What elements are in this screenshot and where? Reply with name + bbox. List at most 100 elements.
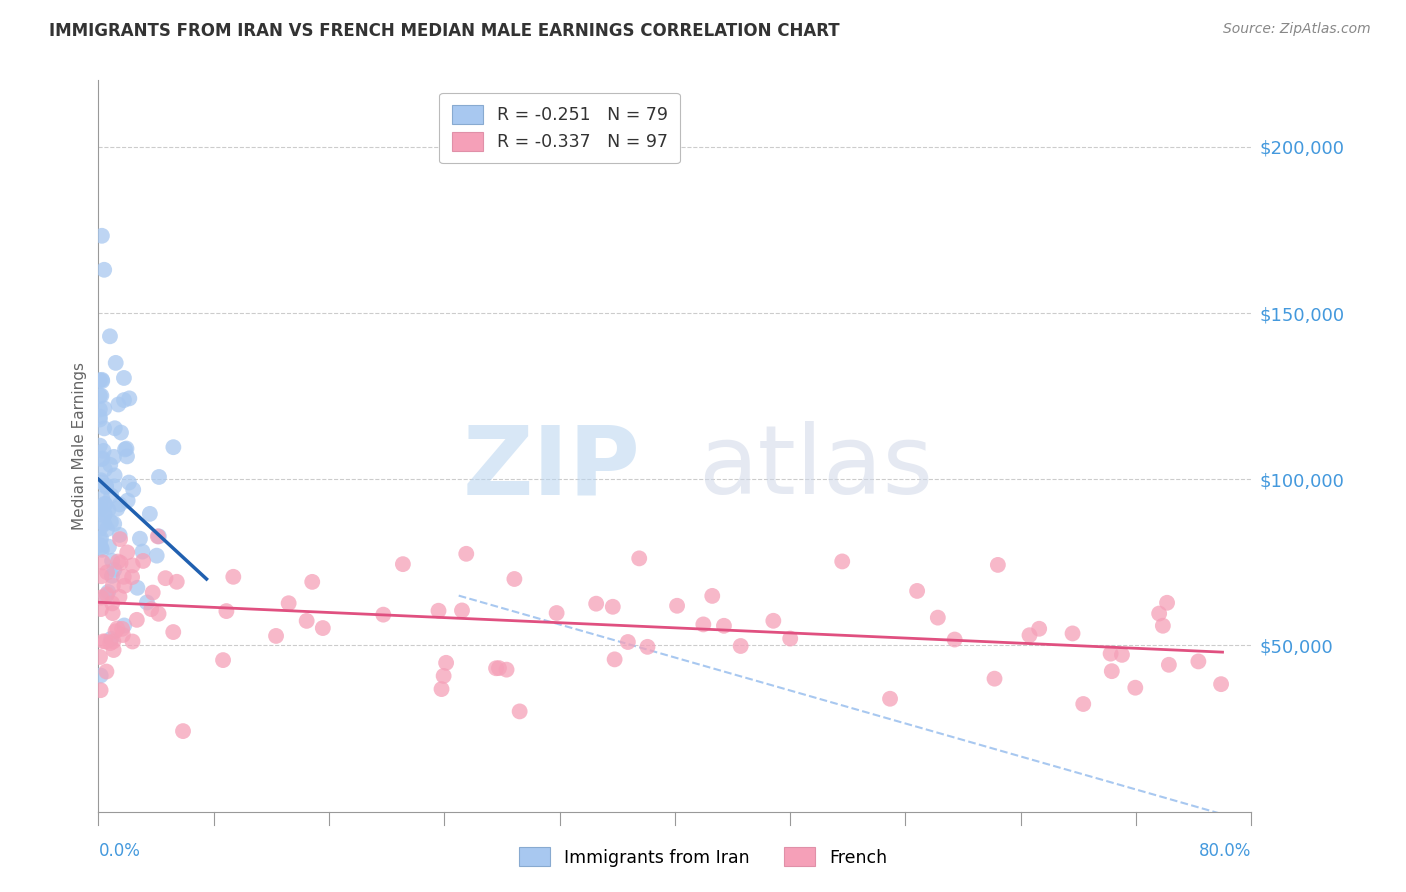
Point — [110, 425, 132, 440]
Point — [637, 640, 659, 654]
Point — [943, 632, 966, 647]
Point — [1111, 648, 1133, 662]
Point — [96, 589, 118, 603]
Point — [96, 665, 118, 679]
Point — [155, 571, 177, 585]
Point — [264, 629, 287, 643]
Y-axis label: Median Male Earnings: Median Male Earnings — [72, 362, 87, 530]
Point — [121, 634, 143, 648]
Point — [730, 639, 752, 653]
Point — [485, 661, 508, 675]
Point — [96, 566, 118, 580]
Point — [434, 656, 457, 670]
Point — [108, 532, 131, 546]
Text: 0.0%: 0.0% — [98, 842, 141, 860]
Point — [301, 574, 323, 589]
Point — [162, 625, 184, 640]
Point — [1101, 664, 1123, 678]
Point — [104, 356, 127, 370]
Point — [90, 668, 112, 682]
Point — [132, 554, 155, 568]
Point — [90, 473, 112, 487]
Point — [122, 483, 145, 497]
Point — [427, 604, 450, 618]
Point — [97, 585, 120, 599]
Point — [295, 614, 318, 628]
Point — [89, 522, 111, 536]
Point — [879, 691, 901, 706]
Point — [91, 555, 114, 569]
Point — [89, 402, 111, 417]
Point — [373, 607, 395, 622]
Point — [121, 570, 143, 584]
Point — [1187, 655, 1209, 669]
Point — [117, 545, 139, 559]
Point — [628, 551, 651, 566]
Point — [107, 397, 129, 411]
Point — [1157, 657, 1180, 672]
Text: ZIP: ZIP — [463, 421, 640, 515]
Point — [603, 652, 626, 666]
Point — [91, 373, 114, 387]
Point — [602, 599, 624, 614]
Point — [93, 443, 115, 458]
Point — [139, 507, 162, 521]
Point — [100, 489, 122, 503]
Point — [131, 544, 153, 558]
Point — [98, 329, 121, 343]
Point — [456, 547, 478, 561]
Point — [1147, 607, 1170, 621]
Point — [114, 579, 136, 593]
Point — [93, 507, 115, 521]
Point — [89, 412, 111, 426]
Point — [93, 401, 115, 416]
Point — [93, 516, 115, 531]
Point — [112, 371, 135, 385]
Point — [1062, 626, 1084, 640]
Point — [692, 617, 714, 632]
Point — [121, 558, 143, 573]
Point — [96, 587, 118, 601]
Point — [93, 497, 115, 511]
Point — [1156, 596, 1178, 610]
Point — [114, 442, 136, 457]
Point — [125, 613, 148, 627]
Point — [105, 622, 128, 636]
Point — [96, 522, 118, 536]
Point — [100, 515, 122, 529]
Point — [222, 570, 245, 584]
Point — [136, 595, 159, 609]
Point — [89, 373, 111, 387]
Legend: Immigrants from Iran, French: Immigrants from Iran, French — [506, 835, 900, 879]
Point — [713, 619, 735, 633]
Point — [762, 614, 785, 628]
Point — [93, 508, 115, 522]
Point — [91, 451, 114, 466]
Point — [111, 628, 134, 642]
Point — [118, 475, 141, 490]
Point — [127, 581, 149, 595]
Point — [129, 532, 152, 546]
Point — [104, 421, 127, 435]
Point — [112, 393, 135, 408]
Point — [148, 607, 170, 621]
Point — [91, 475, 114, 490]
Point — [103, 479, 125, 493]
Point — [495, 663, 517, 677]
Point — [392, 557, 415, 571]
Point — [104, 468, 127, 483]
Point — [100, 632, 122, 646]
Point — [101, 606, 124, 620]
Point — [503, 572, 526, 586]
Point — [666, 599, 689, 613]
Point — [166, 574, 188, 589]
Point — [110, 556, 132, 570]
Point — [107, 555, 129, 569]
Point — [108, 528, 131, 542]
Point — [101, 554, 124, 568]
Point — [94, 462, 117, 476]
Point — [90, 542, 112, 557]
Point — [112, 618, 135, 632]
Text: Source: ZipAtlas.com: Source: ZipAtlas.com — [1223, 22, 1371, 37]
Point — [105, 501, 128, 516]
